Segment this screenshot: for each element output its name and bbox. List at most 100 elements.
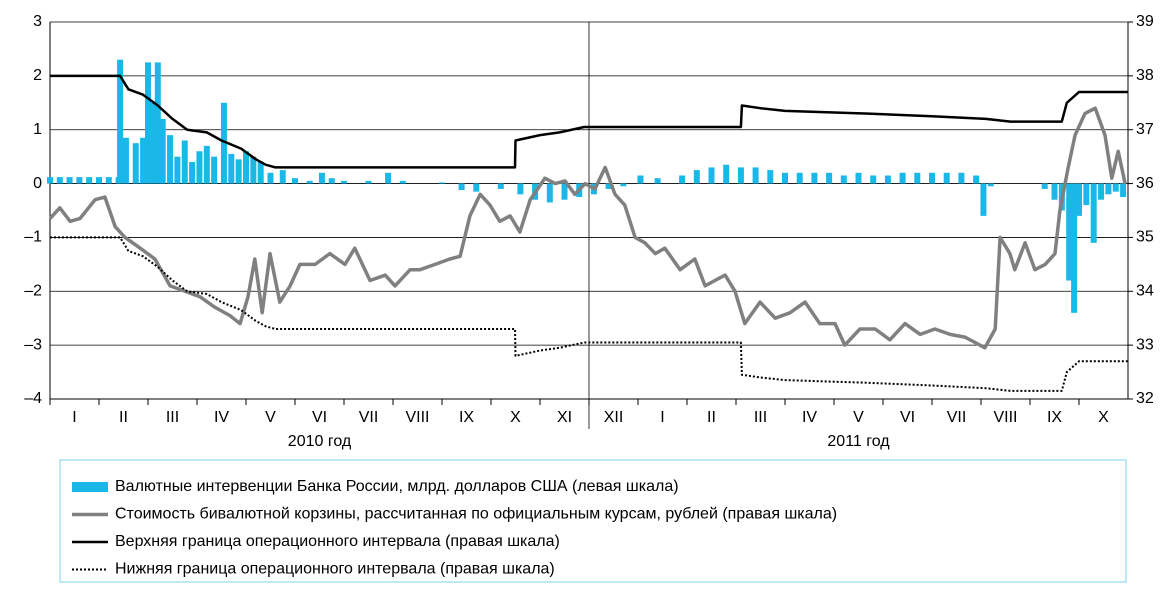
bar — [914, 172, 921, 184]
bar — [279, 170, 286, 184]
x-tick-label: VI — [900, 409, 915, 426]
bar — [399, 180, 406, 184]
bar — [132, 143, 139, 184]
bar — [76, 177, 83, 184]
bar — [267, 172, 274, 184]
bar — [708, 167, 715, 184]
bar — [1112, 183, 1119, 192]
bar — [174, 156, 181, 184]
x-tick-label: II — [707, 409, 716, 426]
bar — [1071, 183, 1078, 313]
bar — [243, 151, 249, 184]
x-tick-label: VI — [312, 409, 327, 426]
bar — [497, 183, 504, 189]
bar — [66, 177, 73, 184]
bar — [679, 175, 686, 184]
legend-label: Валютные интервенции Банка России, млрд.… — [115, 478, 679, 495]
bar — [257, 162, 264, 184]
y2-tick-label: 39 — [1136, 13, 1154, 30]
line — [48, 106, 1127, 350]
bar — [752, 167, 759, 184]
bar — [884, 175, 891, 184]
y2-tick-label: 34 — [1136, 283, 1154, 300]
bar — [365, 180, 372, 184]
bar — [782, 172, 788, 184]
bar — [145, 62, 151, 184]
y-tick-label: 1 — [33, 121, 42, 138]
bar — [561, 183, 568, 200]
bar — [140, 137, 147, 184]
y-tick-label: –4 — [24, 390, 42, 407]
bar — [1120, 183, 1127, 198]
x-tick-label: XII — [604, 409, 624, 426]
x-tick-label: I — [660, 409, 664, 426]
y2-tick-label: 36 — [1136, 175, 1154, 192]
bar — [154, 62, 161, 184]
bar — [96, 177, 102, 184]
bar — [796, 172, 803, 184]
x-tick-label: X — [510, 409, 521, 426]
bar — [167, 135, 174, 184]
bar — [870, 175, 877, 184]
legend-label: Нижняя граница операционного интервала (… — [115, 561, 555, 578]
x-tick-label: VII — [947, 409, 967, 426]
year-label: 2011 год — [827, 433, 890, 450]
bar — [1083, 183, 1090, 206]
bar — [811, 172, 818, 184]
bar — [473, 183, 480, 192]
bar — [855, 172, 862, 184]
bar — [211, 156, 218, 184]
bar — [929, 172, 935, 184]
bar — [228, 153, 235, 184]
bar — [1051, 183, 1058, 200]
legend-swatch — [72, 482, 108, 492]
x-tick-label: VII — [359, 409, 379, 426]
x-tick-label: III — [166, 409, 179, 426]
bar — [1076, 183, 1082, 216]
bar — [189, 162, 196, 184]
x-tick-label: VIII — [993, 409, 1017, 426]
x-tick-label: II — [119, 409, 128, 426]
y2-tick-label: 37 — [1136, 121, 1154, 138]
bar — [958, 172, 965, 184]
legend-box — [59, 459, 1127, 583]
bar — [117, 59, 124, 184]
bar — [56, 177, 63, 184]
legend-label: Стоимость бивалютной корзины, рассчитанн… — [115, 506, 837, 523]
bar — [767, 170, 774, 184]
bar — [306, 180, 313, 184]
bar — [235, 159, 242, 184]
bar — [1066, 183, 1073, 281]
bar — [826, 172, 833, 184]
bar — [637, 175, 644, 184]
bar — [203, 145, 210, 184]
x-tick-label: V — [853, 409, 864, 426]
bar — [47, 177, 53, 184]
bar — [341, 180, 347, 184]
line — [50, 74, 1128, 169]
bar — [1041, 183, 1048, 189]
bar — [654, 178, 661, 184]
x-tick-label: XI — [557, 409, 572, 426]
legend-label: Верхняя граница операционного интервала … — [115, 533, 560, 550]
bar — [899, 172, 906, 184]
bar — [159, 118, 166, 184]
bar — [196, 151, 203, 184]
y2-tick-label: 33 — [1136, 336, 1154, 353]
bar — [105, 177, 112, 184]
bar — [458, 183, 465, 191]
bar — [737, 167, 744, 184]
bar — [840, 175, 847, 184]
y-tick-label: –3 — [24, 336, 42, 353]
x-tick-label: IX — [1047, 409, 1062, 426]
x-tick-label: III — [754, 409, 767, 426]
bar — [86, 177, 93, 184]
y-tick-label: 3 — [33, 13, 42, 30]
y2-tick-label: 38 — [1136, 67, 1154, 84]
bar — [292, 178, 298, 184]
x-tick-label: I — [72, 409, 76, 426]
y-tick-label: 2 — [33, 67, 42, 84]
bar — [605, 183, 612, 189]
bar — [220, 102, 227, 184]
bar — [250, 156, 257, 184]
